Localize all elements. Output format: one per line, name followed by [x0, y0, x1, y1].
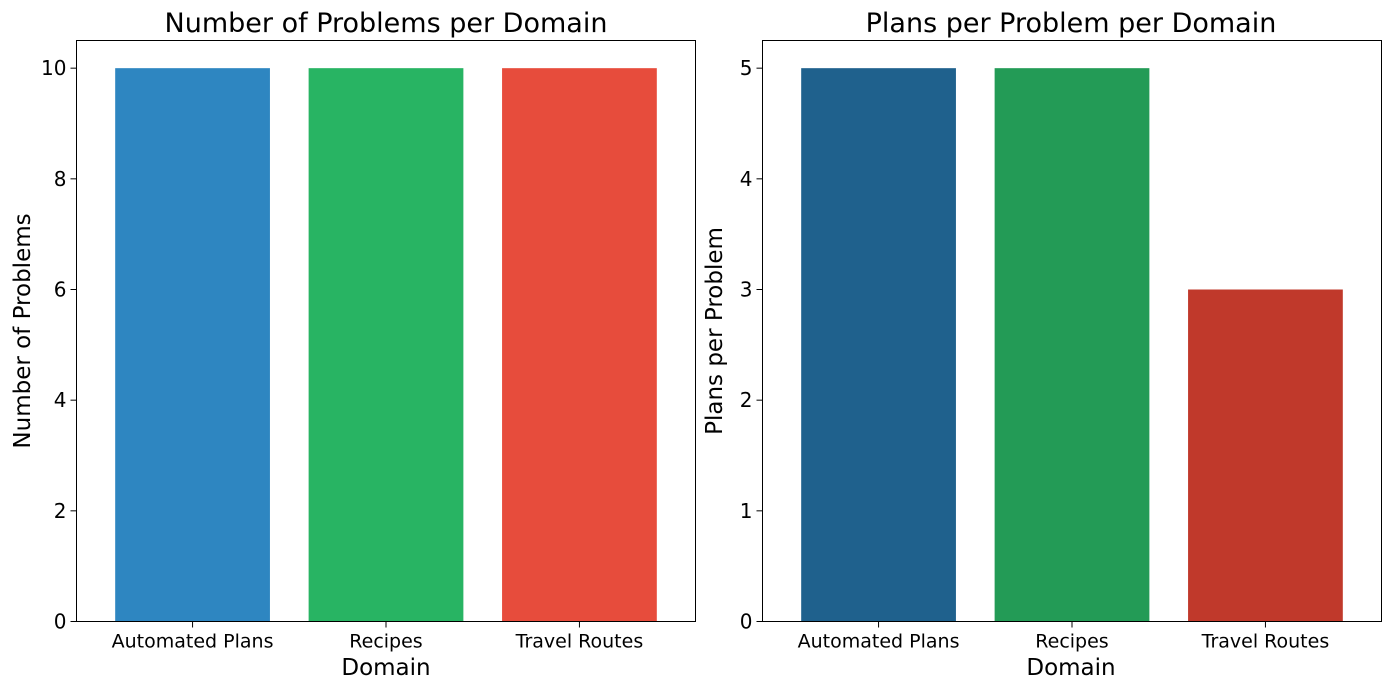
left-y-tick-label: 4: [54, 388, 67, 412]
chart-right: Plans per Problem per Domain Plans per P…: [702, 8, 1382, 681]
left-y-tick-label: 2: [54, 499, 67, 523]
right-y-tick-label: 1: [740, 499, 753, 523]
chart-left: Number of Problems per Domain Number of …: [10, 8, 696, 681]
right-y-tick-label: 0: [740, 610, 753, 634]
left-x-tick-label: Travel Routes: [515, 631, 644, 653]
chart-right-y-ticks: 0 1 2 3 4 5: [740, 56, 763, 634]
chart-right-x-axis-label: Domain: [1026, 655, 1115, 681]
chart-right-x-ticks: Automated Plans Recipes Travel Routes: [798, 621, 1330, 653]
left-bar-travel-routes: [502, 68, 657, 622]
chart-left-x-ticks: Automated Plans Recipes Travel Routes: [112, 621, 644, 653]
right-x-tick-label: Recipes: [1035, 631, 1108, 653]
left-x-tick-label: Recipes: [349, 631, 422, 653]
right-x-tick-label: Travel Routes: [1201, 631, 1330, 653]
chart-left-y-axis-label: Number of Problems: [10, 213, 36, 448]
chart-right-y-axis-label: Plans per Problem: [702, 227, 728, 435]
chart-left-x-axis-label: Domain: [341, 655, 430, 681]
right-bar-travel-routes: [1188, 289, 1343, 622]
right-y-tick-label: 3: [740, 278, 753, 302]
left-y-tick-label: 10: [41, 56, 66, 80]
left-y-tick-label: 0: [54, 610, 67, 634]
left-bar-automated-plans: [115, 68, 270, 622]
chart-left-bars: [115, 68, 657, 622]
chart-left-y-ticks: 0 2 4 6 8 10: [41, 56, 77, 634]
left-y-tick-label: 8: [54, 167, 67, 191]
chart-right-frame: [762, 40, 1382, 622]
right-y-tick-label: 5: [740, 56, 753, 80]
chart-left-frame: [76, 40, 696, 622]
right-bar-recipes: [994, 68, 1150, 622]
right-x-tick-label: Automated Plans: [798, 631, 960, 653]
left-x-tick-label: Automated Plans: [112, 631, 274, 653]
right-y-tick-label: 4: [740, 167, 753, 191]
chart-right-bars: [801, 68, 1343, 622]
chart-left-title: Number of Problems per Domain: [165, 8, 608, 39]
chart-right-title: Plans per Problem per Domain: [866, 8, 1277, 39]
right-bar-automated-plans: [801, 68, 956, 622]
right-y-tick-label: 2: [740, 388, 753, 412]
left-bar-recipes: [308, 68, 464, 622]
left-y-tick-label: 6: [54, 278, 67, 302]
